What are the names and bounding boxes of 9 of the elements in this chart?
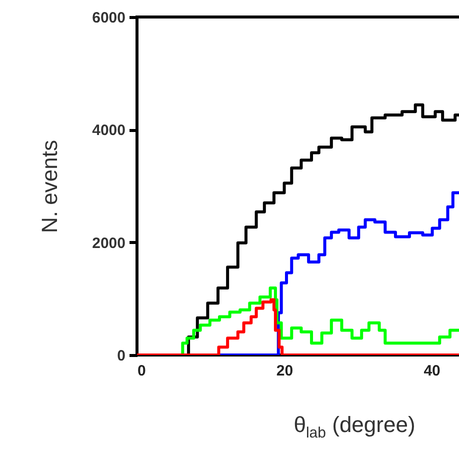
x-tick-label: 0 — [138, 362, 146, 380]
y-tick-label: 2000 — [92, 234, 126, 252]
y-axis-title: N. events — [37, 140, 62, 233]
x-axis-title: θ$_{lab}$ (degree) — [292, 412, 416, 442]
y-tick-label: 0 — [117, 348, 126, 364]
y-tick-label: 4000 — [92, 122, 126, 140]
x-tick-label: 40 — [424, 362, 440, 380]
y-tick-label: 6000 — [92, 10, 126, 26]
x-tick-label: 20 — [276, 362, 294, 380]
